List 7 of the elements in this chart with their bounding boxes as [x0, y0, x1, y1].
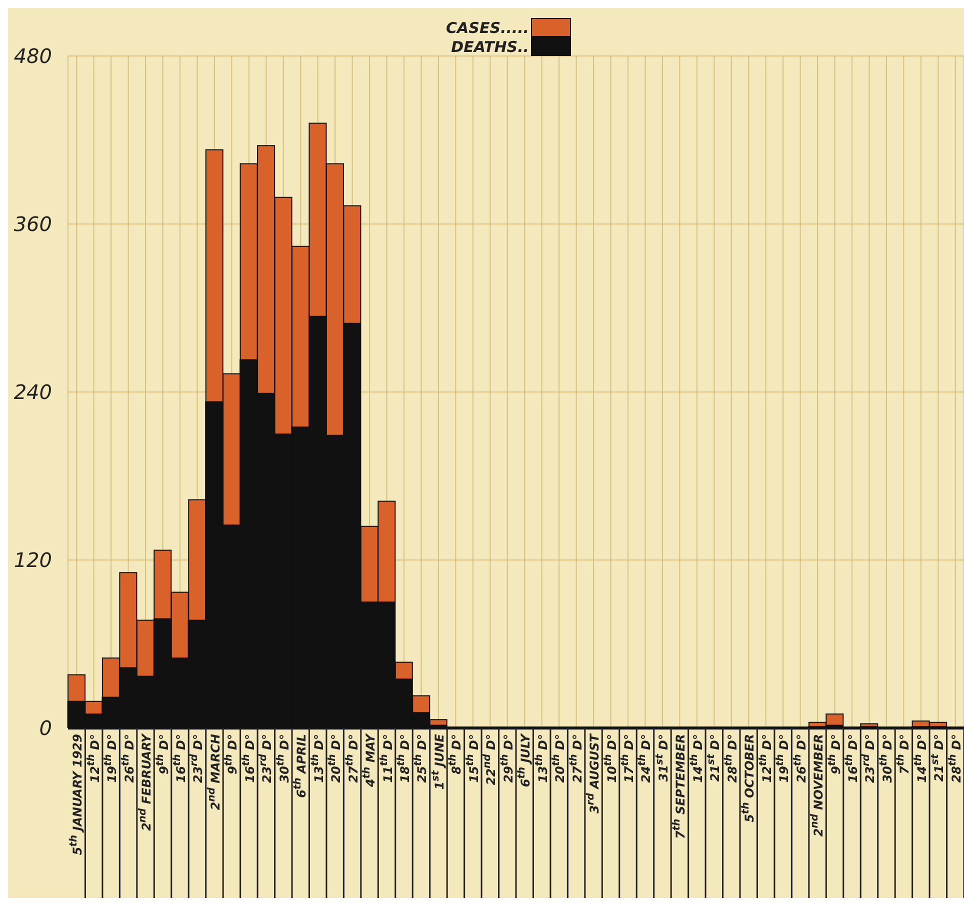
y-tick-label: 120 — [14, 548, 52, 572]
y-tick-label: 0 — [39, 716, 52, 740]
legend-label: CASES..... — [446, 18, 529, 36]
legend-label: DEATHS.. — [451, 38, 529, 56]
y-tick-label: 240 — [14, 380, 52, 404]
y-tick-label: 360 — [14, 212, 52, 236]
y-tick-label: 480 — [14, 44, 52, 68]
